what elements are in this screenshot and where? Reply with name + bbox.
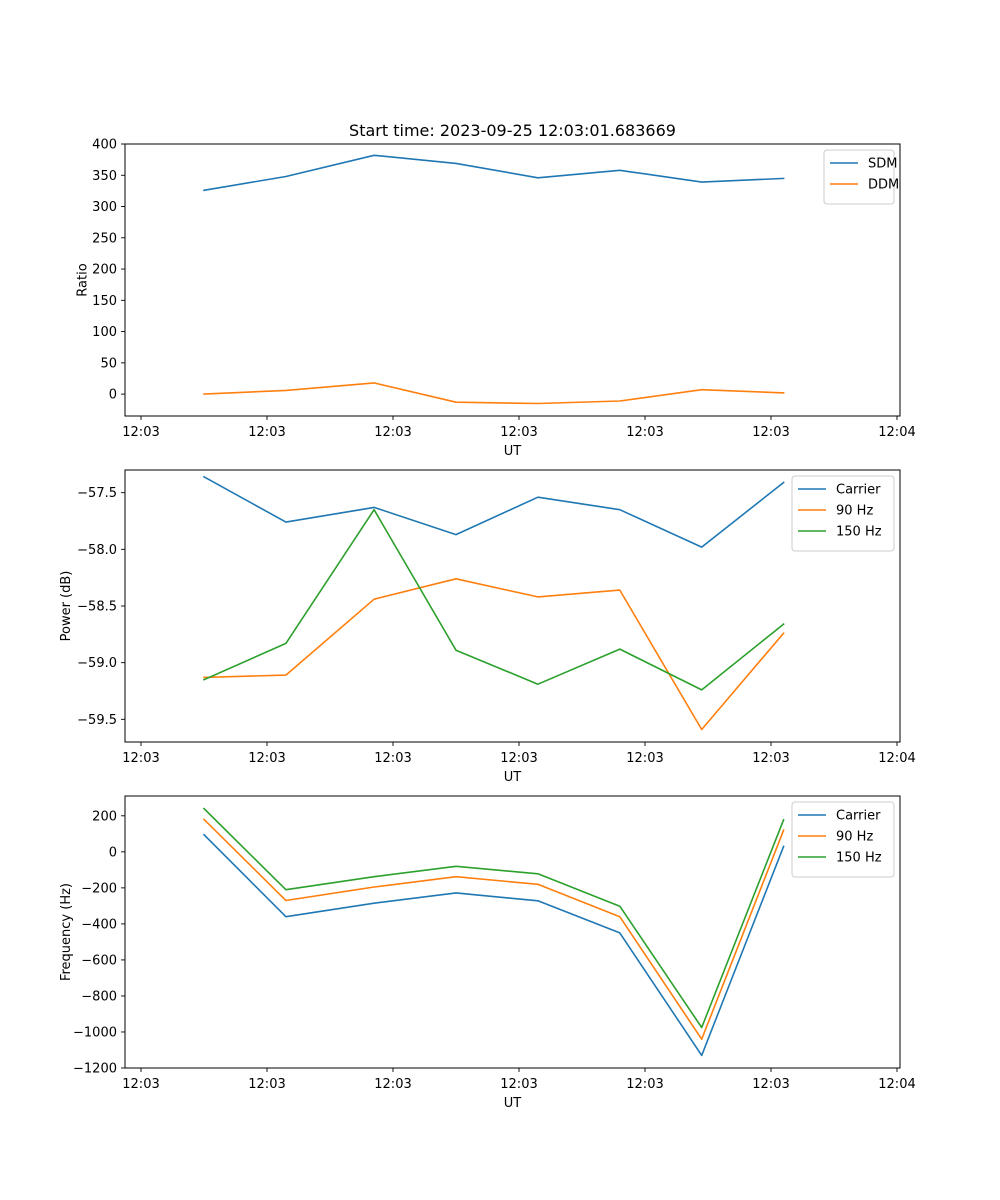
y-tick-label: −1000 — [73, 1025, 117, 1040]
y-tick-label: 200 — [92, 263, 117, 278]
y-tick-label: 0 — [109, 388, 117, 403]
y-tick-label: 0 — [109, 845, 117, 860]
x-tick-label: 12:03 — [500, 425, 537, 440]
x-tick-label: 12:03 — [374, 1077, 411, 1092]
y-axis-label: Power (dB) — [59, 571, 74, 642]
series-line-150-hz — [202, 508, 785, 691]
x-tick-label: 12:04 — [878, 751, 915, 766]
chart-panel-2: 12:03 12:03 12:03 12:03 12:03 12:03 12:04 −59.5… — [59, 469, 916, 785]
y-tick-label: −58.0 — [77, 543, 117, 558]
x-tick-label: 12:03 — [374, 425, 411, 440]
x-tick-label: 12:03 — [752, 425, 789, 440]
x-tick-label: 12:03 — [122, 751, 159, 766]
x-tick-label: 12:03 — [752, 751, 789, 766]
x-tick-label: 12:03 — [626, 751, 663, 766]
series-line-ddm — [203, 382, 785, 405]
x-tick-label: 12:03 — [248, 425, 285, 440]
y-tick-label: 50 — [100, 356, 117, 371]
y-axis-label: Ratio — [75, 263, 90, 296]
x-tick-label: 12:03 — [626, 425, 663, 440]
x-tick-label: 12:03 — [374, 751, 411, 766]
y-tick-label: 250 — [92, 231, 117, 246]
x-tick-label: 12:03 — [122, 425, 159, 440]
x-tick-label: 12:03 — [500, 1077, 537, 1092]
y-tick-label: 350 — [92, 169, 117, 184]
legend-label: Carrier — [836, 483, 881, 498]
y-tick-label: 300 — [92, 200, 117, 215]
legend-label: 90 Hz — [836, 830, 873, 845]
x-tick-label: 12:03 — [122, 1077, 159, 1092]
y-tick-label: −400 — [81, 917, 117, 932]
legend-label: Carrier — [836, 809, 881, 824]
x-tick-label: 12:03 — [500, 751, 537, 766]
x-tick-label: 12:04 — [878, 425, 915, 440]
axes-frame — [124, 143, 901, 417]
series-line-90-hz — [203, 577, 785, 731]
legend: Carrier 90 Hz 150 Hz — [791, 475, 895, 552]
y-tick-label: −57.5 — [77, 486, 117, 501]
axes-frame — [124, 469, 901, 743]
legend-label: 150 Hz — [836, 525, 882, 540]
series-line-sdm — [203, 154, 785, 192]
y-tick-label: −59.0 — [77, 656, 117, 671]
y-tick-label: −800 — [81, 989, 117, 1004]
legend-label: 90 Hz — [836, 504, 873, 519]
x-tick-label: 12:03 — [248, 751, 285, 766]
y-tick-label: 150 — [92, 294, 117, 309]
y-tick-label: 200 — [92, 809, 117, 824]
x-tick-label: 12:03 — [626, 1077, 663, 1092]
y-tick-label: −600 — [81, 953, 117, 968]
x-tick-label: 12:03 — [248, 1077, 285, 1092]
y-tick-label: 400 — [92, 138, 117, 153]
y-tick-label: −200 — [81, 881, 117, 896]
legend-label: 150 Hz — [836, 851, 882, 866]
legend-label: SDM — [868, 157, 897, 172]
legend-label: DDM — [868, 178, 899, 193]
series-line-90-hz — [202, 818, 785, 1040]
legend-box — [791, 475, 895, 552]
chart-panel-3: 12:03 12:03 12:03 12:03 12:03 12:03 12:04 −1200… — [59, 795, 916, 1111]
x-tick-label: 12:03 — [752, 1077, 789, 1092]
y-tick-label: −58.5 — [77, 600, 117, 615]
legend-box — [791, 801, 895, 878]
chart-title: Start time: 2023-09-25 12:03:01.683669 — [349, 121, 676, 140]
x-axis-label: UT — [504, 444, 522, 459]
axes-frame — [124, 795, 901, 1069]
y-tick-label: −59.5 — [77, 713, 117, 728]
y-tick-label: −1200 — [73, 1062, 117, 1077]
series-line-150-hz — [202, 807, 785, 1029]
y-axis-label: Frequency (Hz) — [59, 883, 74, 981]
chart-panel-1: Start time: 2023-09-25 12:03:01.683669 12… — [75, 121, 915, 459]
legend: SDM DDM — [823, 149, 899, 205]
series-line-carrier — [202, 833, 785, 1057]
y-tick-label: 100 — [92, 325, 117, 340]
x-axis-label: UT — [504, 770, 522, 785]
x-axis-label: UT — [504, 1096, 522, 1111]
series-line-carrier — [202, 475, 785, 548]
legend: Carrier 90 Hz 150 Hz — [791, 801, 895, 878]
x-tick-label: 12:04 — [878, 1077, 915, 1092]
